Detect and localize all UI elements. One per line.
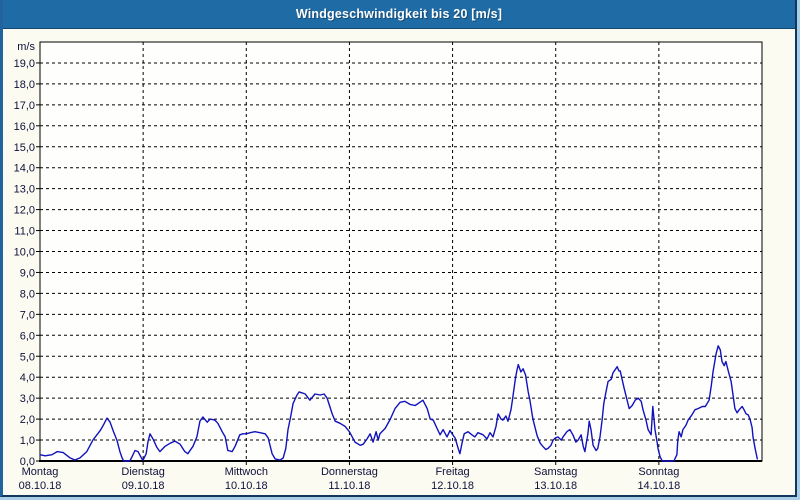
y-axis-labels: 0,0 1,0 2,0 3,0 4,0 5,0 6,0 7,0 8,0 9,0 10,0 11,0 12… (14, 41, 36, 468)
day-date-label: 13.10.18 (534, 480, 577, 492)
title-bar: Windgeschwindigkeit bis 20 [m/s] (3, 0, 795, 29)
y-axis-unit: m/s (17, 41, 35, 53)
svg-text:10,0: 10,0 (14, 247, 35, 259)
svg-text:2,0: 2,0 (20, 414, 35, 426)
svg-text:15,0: 15,0 (14, 142, 35, 154)
day-name-label: Donnerstag (321, 466, 378, 478)
day-date-label: 10.10.18 (225, 480, 268, 492)
svg-text:6,0: 6,0 (20, 330, 35, 342)
gridlines (40, 42, 762, 461)
svg-text:0,0: 0,0 (20, 456, 35, 468)
svg-text:8,0: 8,0 (20, 288, 35, 300)
day-name-label: Dienstag (121, 466, 164, 478)
x-axis-labels: Montag 08.10.18 Dienstag 09.10.18 Mittwoch 10… (19, 466, 681, 492)
day-name-label: Montag (22, 466, 59, 478)
svg-text:16,0: 16,0 (14, 121, 35, 133)
svg-text:1,0: 1,0 (20, 435, 35, 447)
day-date-label: 14.10.18 (637, 480, 680, 492)
day-date-label: 12.10.18 (431, 480, 474, 492)
svg-text:7,0: 7,0 (20, 309, 35, 321)
svg-text:17,0: 17,0 (14, 100, 35, 112)
day-name-label: Sonntag (638, 466, 679, 478)
svg-text:19,0: 19,0 (14, 58, 35, 70)
svg-text:14,0: 14,0 (14, 163, 35, 175)
svg-text:18,0: 18,0 (14, 79, 35, 91)
svg-text:4,0: 4,0 (20, 372, 35, 384)
svg-text:11,0: 11,0 (14, 226, 35, 238)
svg-text:12,0: 12,0 (14, 205, 35, 217)
day-date-label: 11.10.18 (328, 480, 370, 492)
chart-title: Windgeschwindigkeit bis 20 [m/s] (295, 7, 503, 21)
svg-text:5,0: 5,0 (20, 351, 35, 363)
svg-text:13,0: 13,0 (14, 184, 35, 196)
day-name-label: Freitag (435, 466, 469, 478)
svg-text:9,0: 9,0 (20, 267, 35, 279)
day-date-label: 09.10.18 (122, 480, 165, 492)
day-name-label: Samstag (534, 466, 577, 478)
wind-speed-line (39, 345, 758, 462)
svg-text:3,0: 3,0 (20, 393, 35, 405)
day-name-label: Mittwoch (225, 466, 268, 478)
day-date-label: 08.10.18 (19, 480, 62, 492)
